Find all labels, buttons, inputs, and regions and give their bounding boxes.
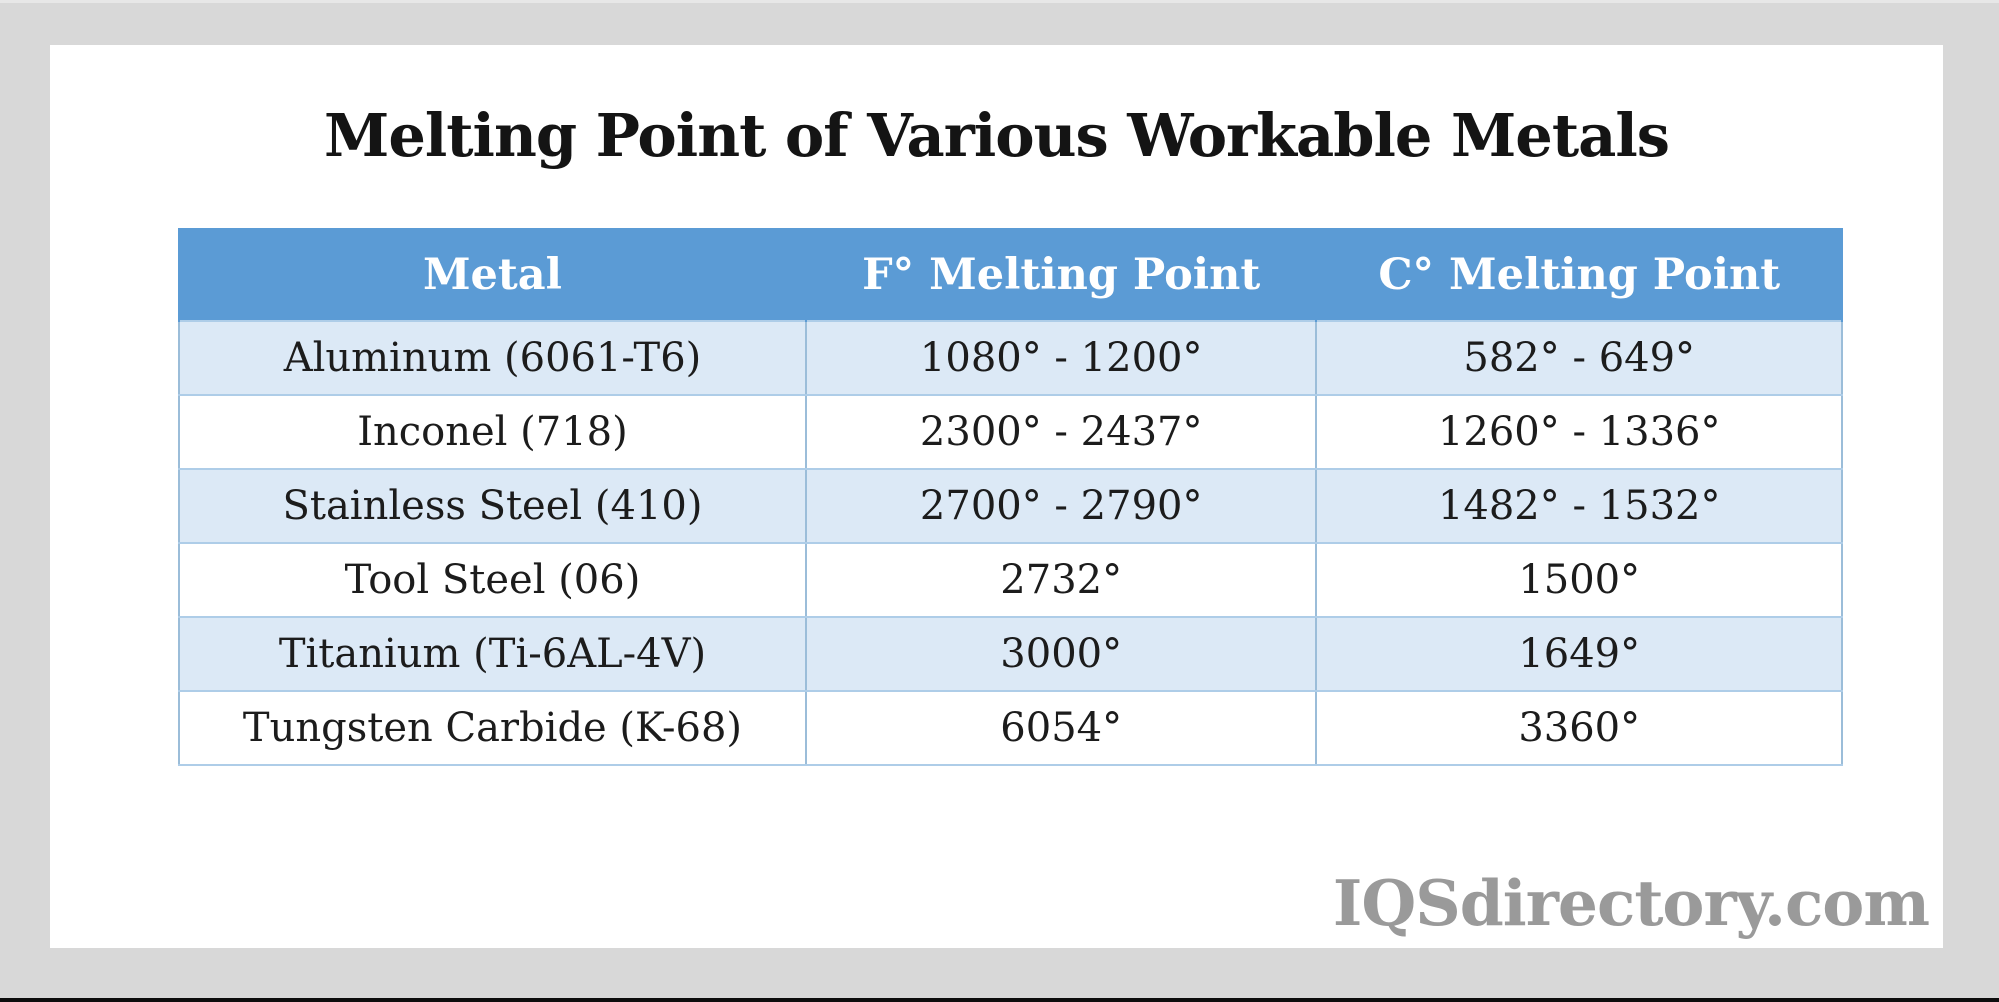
- metal-name-cell: Titanium (Ti-6AL-4V): [178, 616, 807, 692]
- melting-point-table: Metal F° Melting Point C° Melting Point …: [178, 228, 1843, 766]
- fahrenheit-value-cell: 2732°: [804, 542, 1318, 618]
- metal-name-cell: Aluminum (6061-T6): [178, 320, 807, 396]
- bottom-black-bar: [0, 998, 1999, 1002]
- metal-name-cell: Tool Steel (06): [178, 542, 807, 618]
- celsius-value-cell: 1500°: [1315, 542, 1843, 618]
- header-row: Metal F° Melting Point C° Melting Point: [178, 228, 1843, 321]
- celsius-value-cell: 582° - 649°: [1315, 320, 1843, 396]
- fahrenheit-value-cell: 3000°: [804, 616, 1318, 692]
- fahrenheit-value-cell: 1080° - 1200°: [804, 320, 1318, 396]
- column-header-fahrenheit: F° Melting Point: [804, 228, 1318, 321]
- column-header-metal: Metal: [178, 228, 807, 321]
- celsius-value-cell: 3360°: [1315, 690, 1843, 766]
- table-row: Stainless Steel (410) 2700° - 2790° 1482° …: [178, 468, 1843, 544]
- table-header: Metal F° Melting Point C° Melting Point: [178, 228, 1843, 321]
- chart-title: Melting Point of Various Workable Metals: [324, 101, 1670, 170]
- table-row: Aluminum (6061-T6) 1080° - 1200° 582° - 64…: [178, 320, 1843, 396]
- table-row: Tool Steel (06) 2732° 1500°: [178, 542, 1843, 618]
- metal-name-cell: Stainless Steel (410): [178, 468, 807, 544]
- celsius-value-cell: 1260° - 1336°: [1315, 394, 1843, 470]
- metal-name-cell: Tungsten Carbide (K-68): [178, 690, 807, 766]
- table-row: Inconel (718) 2300° - 2437° 1260° - 1336°: [178, 394, 1843, 470]
- fahrenheit-value-cell: 2300° - 2437°: [804, 394, 1318, 470]
- table-row: Tungsten Carbide (K-68) 6054° 3360°: [178, 690, 1843, 766]
- table-body: Aluminum (6061-T6) 1080° - 1200° 582° - 64…: [178, 320, 1843, 766]
- column-header-celsius: C° Melting Point: [1315, 228, 1843, 321]
- fahrenheit-value-cell: 2700° - 2790°: [804, 468, 1318, 544]
- watermark: IQSdirectory.com: [1332, 866, 1930, 940]
- melting-point-table-container: Metal F° Melting Point C° Melting Point …: [178, 228, 1843, 766]
- fahrenheit-value-cell: 6054°: [804, 690, 1318, 766]
- celsius-value-cell: 1649°: [1315, 616, 1843, 692]
- top-edge-highlight: [0, 0, 1999, 3]
- table-row: Titanium (Ti-6AL-4V) 3000° 1649°: [178, 616, 1843, 692]
- infographic-card: Melting Point of Various Workable Metals…: [50, 45, 1943, 948]
- metal-name-cell: Inconel (718): [178, 394, 807, 470]
- celsius-value-cell: 1482° - 1532°: [1315, 468, 1843, 544]
